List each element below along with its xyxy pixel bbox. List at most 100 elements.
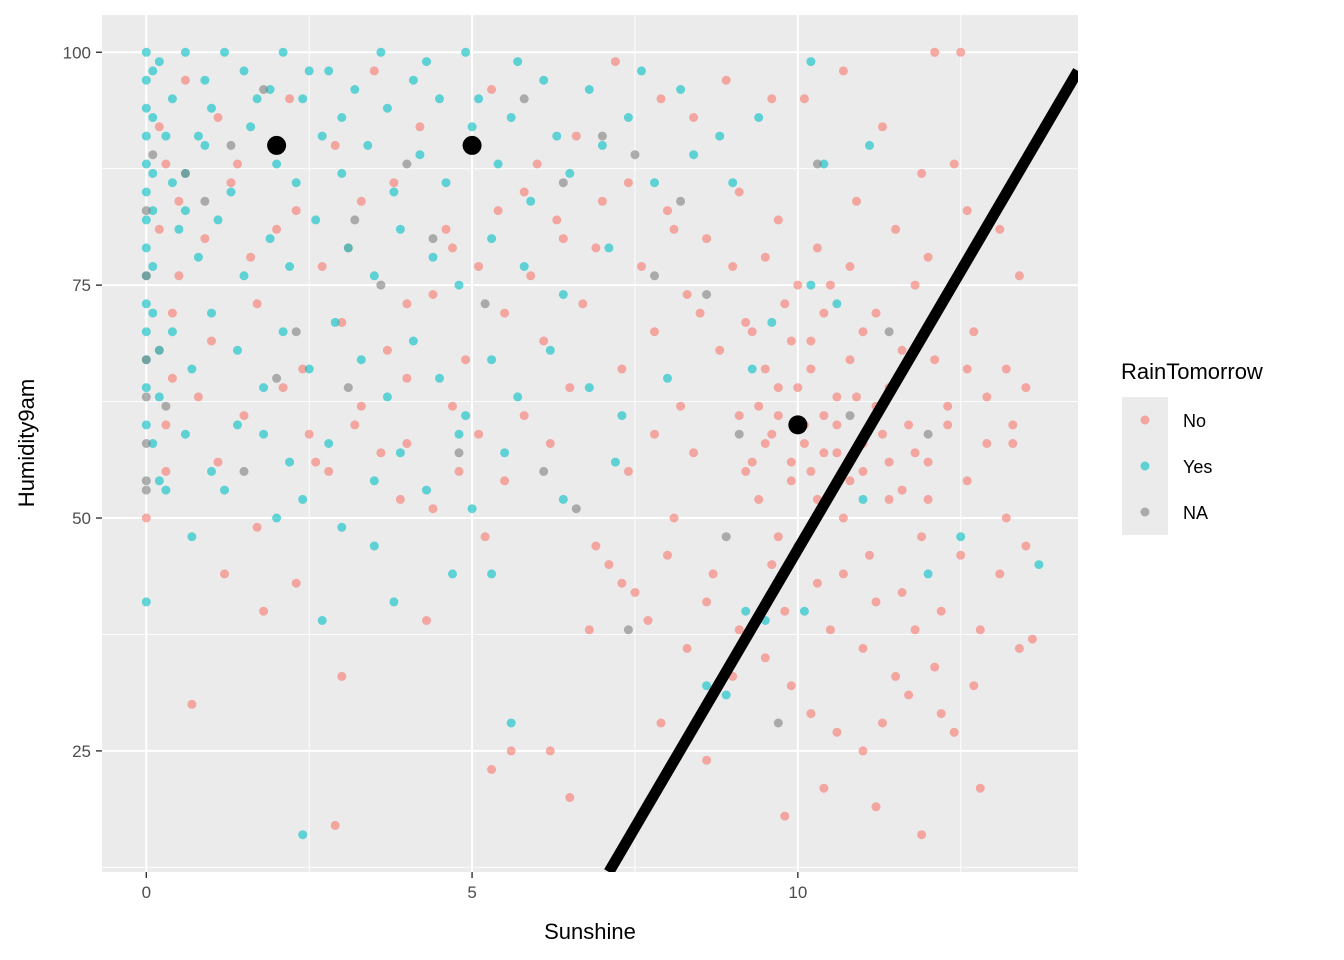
data-point-no: [278, 383, 288, 393]
data-point-no: [962, 476, 972, 486]
data-point-yes: [141, 47, 151, 57]
data-point-yes: [389, 187, 399, 197]
data-point-no: [597, 196, 607, 206]
data-point-no: [923, 457, 933, 467]
data-point-no: [832, 420, 842, 430]
data-point-no: [871, 802, 881, 812]
data-point-yes: [956, 532, 966, 542]
data-point-na: [630, 150, 640, 160]
data-point-yes: [376, 47, 386, 57]
data-point-no: [897, 485, 907, 495]
data-point-na: [650, 271, 659, 281]
data-point-yes: [395, 224, 405, 234]
data-point-yes: [650, 178, 659, 188]
data-point-no: [239, 411, 249, 421]
data-point-no: [591, 541, 601, 551]
data-point-no: [734, 187, 744, 197]
data-point-no: [369, 66, 379, 76]
data-point-no: [858, 466, 868, 476]
data-point-yes: [141, 103, 151, 113]
data-point-yes: [461, 411, 471, 421]
data-point-na: [141, 271, 151, 281]
data-point-no: [506, 746, 516, 756]
data-point-yes: [213, 215, 223, 225]
data-point-no: [402, 439, 412, 448]
data-point-no: [767, 94, 777, 104]
data-point-yes: [180, 47, 190, 57]
data-point-no: [897, 345, 907, 355]
data-point-na: [676, 196, 686, 206]
data-point-yes: [161, 485, 171, 495]
data-point-yes: [923, 569, 933, 579]
data-point-no: [187, 699, 197, 709]
data-point-yes: [584, 383, 594, 393]
data-point-no: [161, 420, 171, 430]
data-point-na: [291, 327, 301, 337]
data-point-yes: [141, 187, 151, 197]
data-point-no: [773, 215, 783, 225]
data-point-na: [350, 215, 360, 225]
data-point-no: [819, 411, 829, 421]
data-point-no: [623, 178, 633, 188]
data-point-no: [676, 401, 686, 411]
data-point-na: [239, 466, 249, 476]
data-point-no: [441, 224, 451, 234]
data-point-na: [141, 355, 151, 365]
data-point-no: [330, 140, 340, 150]
data-point-no: [956, 550, 966, 560]
data-point-no: [610, 57, 620, 67]
data-point-no: [324, 466, 334, 476]
data-point-yes: [141, 159, 151, 169]
data-point-na: [519, 94, 529, 104]
data-point-yes: [252, 94, 262, 104]
data-point-no: [500, 308, 510, 318]
data-point-yes: [506, 113, 516, 122]
data-point-yes: [513, 57, 523, 67]
data-point-yes: [747, 364, 757, 374]
data-point-na: [812, 159, 822, 169]
data-point-no: [617, 578, 627, 588]
data-point-yes: [272, 159, 282, 169]
data-point-no: [832, 448, 842, 458]
data-point-yes: [610, 457, 620, 467]
data-point-no: [402, 299, 412, 309]
data-point-na: [428, 234, 438, 244]
data-point-no: [656, 718, 666, 728]
data-point-no: [838, 513, 848, 523]
data-point-yes: [304, 364, 314, 374]
data-point-yes: [415, 150, 425, 160]
data-point-no: [246, 252, 256, 262]
data-point-yes: [865, 140, 874, 150]
data-point-no: [519, 411, 529, 421]
data-point-no: [226, 178, 236, 188]
data-point-yes: [148, 439, 158, 448]
data-point-no: [819, 448, 829, 458]
data-point-no: [285, 94, 295, 104]
data-points: [141, 47, 1044, 840]
data-point-na: [141, 485, 151, 495]
data-point-no: [995, 224, 1005, 234]
x-axis-title: Sunshine: [544, 919, 636, 944]
data-point-no: [298, 364, 308, 374]
data-point-yes: [220, 47, 229, 57]
data-point-yes: [207, 308, 216, 318]
data-point-no: [545, 746, 555, 756]
data-point-yes: [154, 392, 164, 402]
data-point-na: [376, 280, 386, 290]
legend-label: NA: [1183, 503, 1208, 523]
legend: RainTomorrow No Yes NA: [1121, 359, 1263, 535]
data-point-yes: [207, 103, 216, 113]
data-point-yes: [422, 57, 431, 67]
data-point-no: [754, 494, 764, 504]
data-point-na: [571, 504, 581, 514]
data-point-yes: [454, 280, 464, 290]
data-point-no: [969, 681, 979, 691]
data-point-no: [552, 215, 562, 225]
highlight-point: [462, 135, 482, 155]
data-point-yes: [148, 206, 158, 216]
data-point-no: [389, 178, 399, 188]
data-point-no: [962, 206, 972, 216]
data-point-no: [213, 457, 223, 467]
data-point-yes: [265, 85, 275, 94]
